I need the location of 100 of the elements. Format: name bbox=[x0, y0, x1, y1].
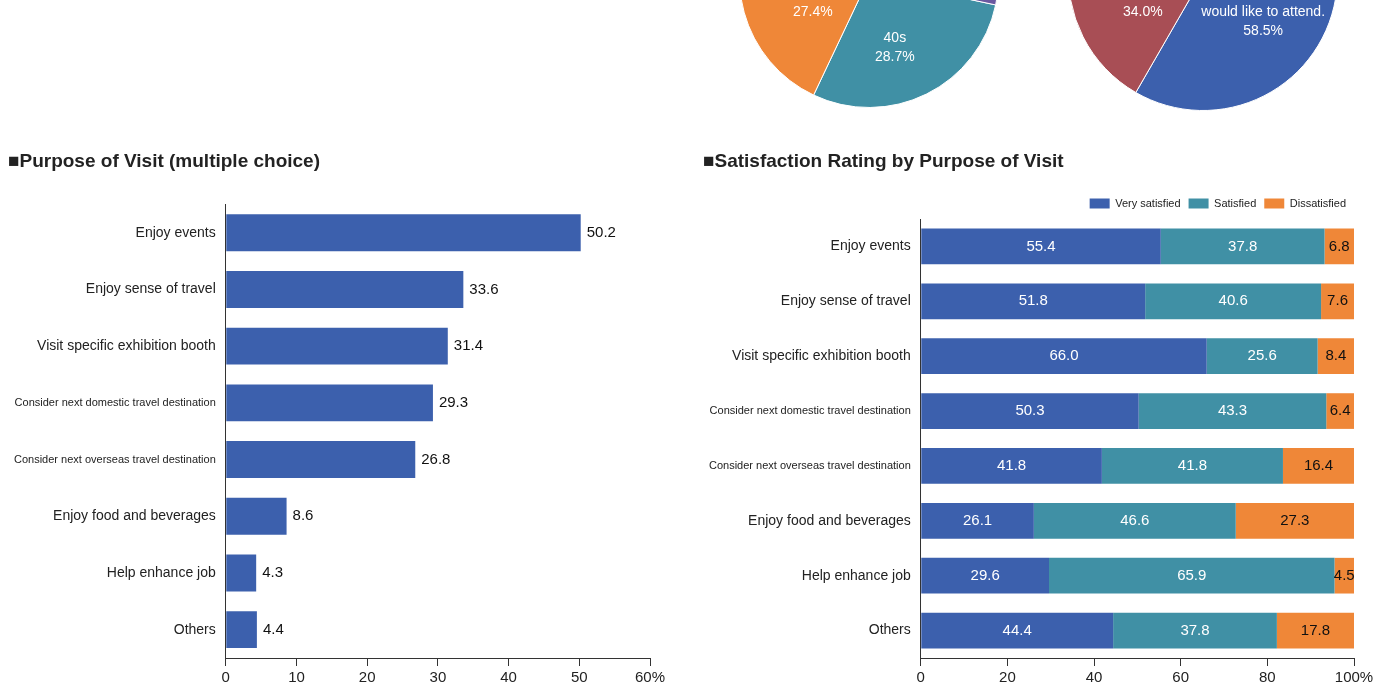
bar bbox=[1282, 448, 1354, 484]
data-label: 66.0 bbox=[1049, 346, 1079, 364]
y-tick-label: Consider next domestic travel destination bbox=[709, 404, 911, 417]
bar bbox=[1317, 338, 1354, 375]
x-tick-label: 80 bbox=[1259, 668, 1276, 686]
data-label: 28.7% bbox=[875, 47, 915, 64]
bar bbox=[921, 612, 1114, 649]
y-tick-label: Others bbox=[173, 620, 216, 637]
slice-label: 40s bbox=[883, 28, 907, 45]
x-tick-label: 50 bbox=[570, 668, 588, 686]
bar bbox=[226, 611, 257, 649]
bar bbox=[1276, 612, 1354, 649]
bar bbox=[921, 557, 1050, 594]
data-label: 50.2 bbox=[586, 222, 616, 240]
x-tick-label: 60% bbox=[634, 668, 666, 686]
bar bbox=[226, 271, 464, 308]
bar bbox=[226, 384, 433, 422]
bar bbox=[226, 327, 448, 365]
data-label: 33.6 bbox=[469, 279, 499, 297]
y-tick-label: Visit specific exhibition booth bbox=[37, 337, 216, 354]
data-label: 4.5 bbox=[1333, 565, 1355, 583]
chart-title: ■Satisfaction Rating by Purpose of Visit bbox=[703, 150, 1064, 172]
x-tick-label: 0 bbox=[916, 668, 925, 686]
data-label: 31.4 bbox=[453, 336, 483, 354]
bar bbox=[921, 283, 1146, 320]
data-label: 26.8 bbox=[421, 449, 451, 467]
x-tick-label: 0 bbox=[221, 668, 230, 686]
data-label: 8.6 bbox=[292, 506, 314, 524]
data-label: 50.3 bbox=[1015, 401, 1045, 419]
y-tick-label: Visit specific exhibition booth bbox=[732, 347, 911, 364]
bar bbox=[1138, 393, 1327, 429]
bar bbox=[921, 393, 1139, 429]
y-tick-label: Enjoy events bbox=[135, 223, 216, 240]
y-tick-label: Enjoy food and beverages bbox=[748, 511, 911, 528]
x-tick-label: 60 bbox=[1172, 668, 1190, 686]
data-label: 29.3 bbox=[438, 392, 469, 410]
y-tick-label: Enjoy sense of travel bbox=[85, 280, 216, 297]
bar bbox=[226, 441, 416, 478]
data-label: 41.8 bbox=[996, 456, 1027, 474]
y-tick-label: Consider next domestic travel destination bbox=[14, 395, 216, 408]
y-tick-label: Help enhance job bbox=[801, 566, 911, 583]
legend-label: Dissatisfied bbox=[1289, 196, 1347, 209]
x-tick-label: 40 bbox=[1085, 668, 1103, 686]
data-label: 55.4 bbox=[1026, 236, 1056, 254]
y-tick-label: Consider next overseas travel destination bbox=[13, 452, 216, 465]
y-tick-label: Enjoy sense of travel bbox=[780, 292, 911, 309]
x-tick-label: 30 bbox=[429, 668, 447, 686]
data-label: 58.5% bbox=[1243, 21, 1284, 38]
bar bbox=[1145, 283, 1322, 320]
bar bbox=[1206, 338, 1318, 375]
data-label: 8.4 bbox=[1325, 346, 1347, 364]
legend-label: Very satisfied bbox=[1115, 196, 1181, 209]
data-label: 65.9 bbox=[1177, 565, 1207, 583]
y-tick-label: Enjoy food and beverages bbox=[53, 507, 216, 524]
x-tick-label: 20 bbox=[999, 668, 1016, 686]
bar bbox=[1033, 502, 1236, 539]
bar bbox=[1326, 393, 1354, 429]
data-label: 44.4 bbox=[1002, 620, 1032, 638]
data-label: 34.0% bbox=[1122, 2, 1163, 19]
data-label: 4.3 bbox=[262, 563, 284, 581]
slice-label: would like to attend. bbox=[1200, 2, 1326, 19]
data-label: 40.6 bbox=[1218, 291, 1248, 309]
bar bbox=[1101, 448, 1283, 484]
data-label: 37.8 bbox=[1228, 236, 1258, 254]
bar bbox=[921, 448, 1102, 484]
data-label: 27.4% bbox=[792, 2, 833, 19]
bar bbox=[921, 502, 1034, 539]
x-tick-label: 10 bbox=[288, 668, 305, 686]
data-label: 46.6 bbox=[1120, 510, 1150, 528]
data-label: 4.4 bbox=[262, 619, 284, 637]
bar bbox=[921, 228, 1161, 265]
data-label: 43.3 bbox=[1217, 401, 1248, 419]
x-tick-label: 40 bbox=[500, 668, 517, 686]
y-tick-label: Consider next overseas travel destination bbox=[708, 458, 911, 471]
chart-title: ■Purpose of Visit (multiple choice) bbox=[8, 150, 321, 172]
data-label: 29.6 bbox=[970, 565, 1000, 583]
bar bbox=[226, 554, 257, 592]
bar bbox=[226, 214, 581, 252]
bar bbox=[226, 497, 287, 535]
bar bbox=[1160, 228, 1325, 265]
data-label: 37.8 bbox=[1180, 620, 1210, 638]
bar bbox=[1235, 502, 1354, 539]
bar bbox=[921, 338, 1207, 375]
x-tick-label: 20 bbox=[358, 668, 376, 686]
data-label: 7.6 bbox=[1327, 291, 1348, 309]
data-label: 6.4 bbox=[1329, 401, 1351, 419]
bar bbox=[1321, 283, 1354, 320]
data-label: 6.8 bbox=[1328, 236, 1350, 254]
y-tick-label: Enjoy events bbox=[830, 237, 911, 254]
data-label: 51.8 bbox=[1018, 291, 1048, 309]
legend-label: Satisfied bbox=[1214, 196, 1257, 209]
data-label: 16.4 bbox=[1303, 456, 1334, 474]
x-tick-label: 100% bbox=[1334, 668, 1374, 686]
data-label: 41.8 bbox=[1177, 456, 1208, 474]
bar bbox=[1113, 612, 1277, 649]
y-tick-label: Others bbox=[868, 621, 911, 638]
data-label: 25.6 bbox=[1247, 346, 1277, 364]
data-label: 26.1 bbox=[962, 510, 993, 528]
y-tick-label: Help enhance job bbox=[106, 563, 216, 580]
data-label: 17.8 bbox=[1300, 620, 1331, 638]
